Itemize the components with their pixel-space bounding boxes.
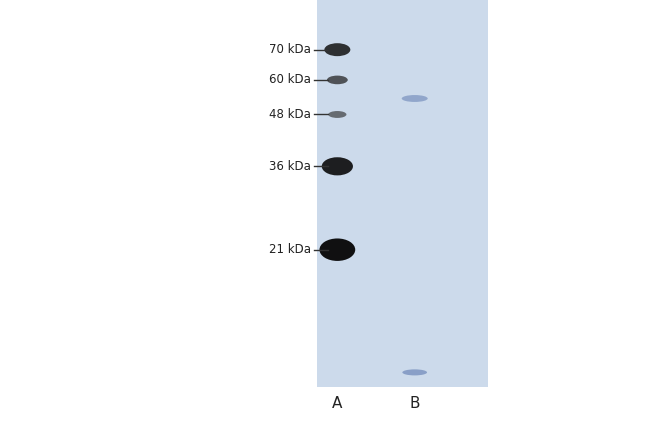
Bar	[317, 0, 488, 387]
Text: 36 kDa: 36 kDa	[269, 160, 311, 173]
Text: 60 kDa: 60 kDa	[269, 73, 311, 86]
Text: 70 kDa: 70 kDa	[269, 43, 311, 56]
Ellipse shape	[320, 238, 355, 261]
Text: A: A	[332, 397, 343, 411]
Ellipse shape	[327, 76, 348, 84]
Text: B: B	[410, 397, 420, 411]
Ellipse shape	[322, 157, 353, 175]
Text: 21 kDa: 21 kDa	[268, 243, 311, 256]
Ellipse shape	[324, 43, 350, 56]
Text: 48 kDa: 48 kDa	[269, 108, 311, 121]
Ellipse shape	[402, 95, 428, 102]
Ellipse shape	[328, 111, 346, 118]
Ellipse shape	[402, 369, 427, 375]
